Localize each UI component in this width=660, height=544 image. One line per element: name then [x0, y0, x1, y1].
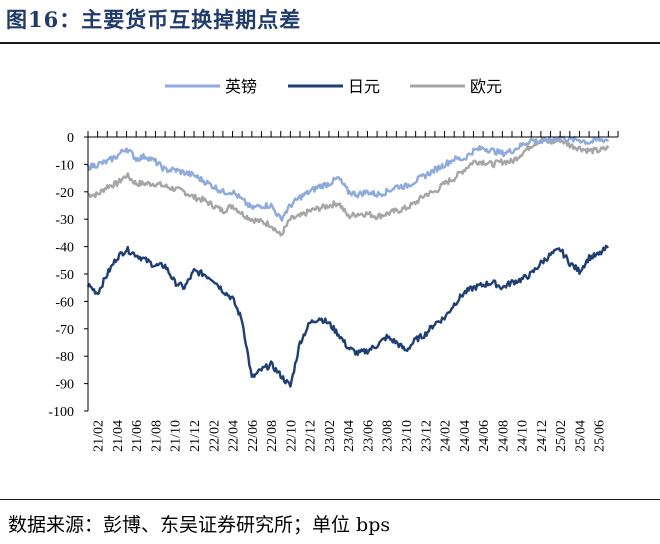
source-note: 数据来源：彭博、东吴证券研究所；单位 bps [8, 510, 390, 537]
y-tick-label: -100 [48, 405, 74, 420]
x-tick-label: 23/02 [323, 420, 338, 452]
x-tick-label: 22/12 [304, 420, 319, 452]
x-tick-label: 25/04 [573, 420, 588, 452]
y-tick-label: 0 [67, 131, 74, 146]
x-tick-label: 21/02 [92, 420, 107, 452]
y-tick-label: -90 [55, 378, 74, 393]
x-tick-label: 24/04 [458, 420, 473, 452]
series-layer [86, 135, 610, 388]
x-tick-label: 21/10 [169, 420, 184, 452]
series-line-gbp [86, 135, 610, 222]
x-tick-label: 24/10 [516, 420, 531, 452]
source-rule [0, 499, 660, 500]
figure-title: 图16：主要货币互换掉期点差 [6, 7, 302, 32]
x-tick-label: 21/08 [149, 420, 164, 452]
y-tick-label: -50 [55, 268, 74, 283]
x-tick-label: 23/04 [342, 420, 357, 452]
series-line-eur [87, 136, 610, 237]
source-text: 数据来源：彭博、东吴证券研究所；单位 bps [8, 514, 391, 536]
x-tick-label: 25/02 [554, 420, 569, 452]
x-tick-label: 22/04 [227, 420, 242, 452]
legend-label: 欧元 [470, 77, 502, 96]
x-tick-label: 22/10 [284, 420, 299, 452]
x-tick-label: 24/12 [535, 420, 550, 452]
x-tick-label: 22/06 [246, 420, 261, 452]
legend-label: 英镑 [225, 77, 257, 96]
x-tick-label: 24/06 [477, 420, 492, 452]
y-tick-label: -20 [55, 186, 74, 201]
chart-axes: 0 -10 -20 -30 -40 -50 -60 -70 -80 -90 -100 21/02 21/… [48, 131, 619, 452]
x-tick-label: 23/10 [400, 420, 415, 452]
series-line-jpy [86, 244, 609, 388]
title-rule [0, 42, 660, 44]
y-tick-label: -60 [55, 295, 74, 310]
x-tick-label: 22/08 [265, 420, 280, 452]
x-tick-label: 23/08 [381, 420, 396, 452]
chart-legend: 英镑 日元 欧元 [165, 77, 502, 96]
y-tick-label: -40 [55, 241, 74, 256]
x-tick-label: 21/04 [111, 420, 126, 452]
y-tick-label: -10 [55, 158, 74, 173]
x-tick-label: 22/02 [207, 420, 222, 452]
x-tick-label: 24/02 [439, 420, 454, 452]
x-tick-label: 21/06 [130, 420, 145, 452]
x-tick-label: 24/08 [496, 420, 511, 452]
x-tick-label: 21/12 [188, 420, 203, 452]
legend-label: 日元 [348, 77, 380, 96]
y-tick-label: -70 [55, 323, 74, 338]
x-tick-label: 23/06 [361, 420, 376, 452]
x-tick-label: 23/12 [419, 420, 434, 452]
y-tick-label: -80 [55, 350, 74, 365]
x-tick-label: 25/06 [593, 420, 608, 452]
y-tick-label: -30 [55, 213, 74, 228]
